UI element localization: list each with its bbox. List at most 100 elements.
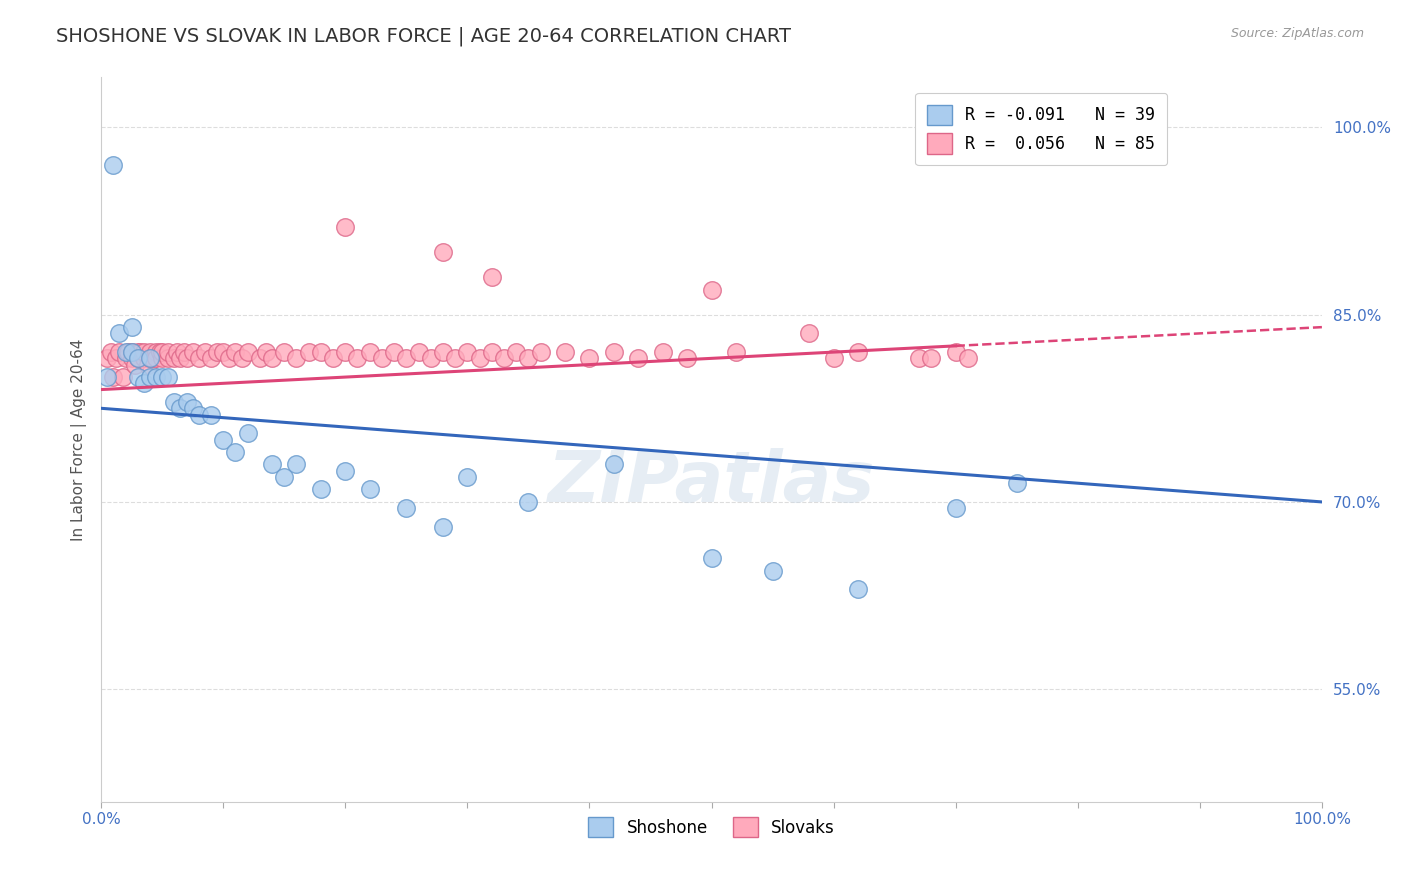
Point: [273, 345, 295, 359]
Point: [96, 370, 118, 384]
Point: [176, 351, 198, 366]
Point: [157, 345, 180, 359]
Point: [554, 345, 576, 359]
Point: [157, 370, 180, 384]
Point: [127, 370, 149, 384]
Point: [285, 351, 308, 366]
Text: SHOSHONE VS SLOVAK IN LABOR FORCE | AGE 20-64 CORRELATION CHART: SHOSHONE VS SLOVAK IN LABOR FORCE | AGE …: [56, 27, 792, 46]
Point: [359, 483, 381, 497]
Point: [108, 326, 131, 341]
Point: [150, 345, 173, 359]
Point: [627, 351, 650, 366]
Point: [205, 345, 228, 359]
Point: [956, 351, 979, 366]
Point: [700, 551, 723, 566]
Point: [335, 464, 357, 478]
Point: [285, 458, 308, 472]
Point: [212, 433, 235, 447]
Point: [121, 351, 143, 366]
Point: [104, 351, 127, 366]
Point: [1005, 476, 1028, 491]
Point: [141, 351, 163, 366]
Point: [700, 283, 723, 297]
Point: [298, 345, 321, 359]
Point: [945, 501, 967, 516]
Point: [419, 351, 441, 366]
Point: [231, 351, 253, 366]
Point: [846, 345, 869, 359]
Point: [132, 376, 155, 391]
Point: [799, 326, 821, 341]
Point: [249, 351, 271, 366]
Point: [651, 345, 673, 359]
Point: [335, 220, 357, 235]
Point: [468, 351, 491, 366]
Point: [456, 470, 478, 484]
Point: [395, 501, 418, 516]
Point: [676, 351, 699, 366]
Point: [166, 345, 188, 359]
Point: [145, 345, 167, 359]
Point: [432, 245, 454, 260]
Point: [846, 582, 869, 597]
Point: [945, 345, 967, 359]
Point: [114, 351, 136, 366]
Point: [176, 395, 198, 409]
Point: [132, 345, 155, 359]
Point: [432, 520, 454, 534]
Point: [117, 345, 139, 359]
Point: [181, 345, 204, 359]
Point: [139, 345, 162, 359]
Point: [212, 345, 235, 359]
Point: [724, 345, 747, 359]
Point: [224, 345, 246, 359]
Point: [603, 345, 626, 359]
Point: [823, 351, 845, 366]
Point: [150, 351, 173, 366]
Point: [163, 395, 186, 409]
Point: [254, 345, 277, 359]
Point: [529, 345, 551, 359]
Point: [121, 320, 143, 334]
Point: [920, 351, 942, 366]
Point: [481, 270, 503, 285]
Point: [127, 345, 149, 359]
Point: [145, 370, 167, 384]
Point: [309, 483, 332, 497]
Point: [603, 458, 626, 472]
Point: [322, 351, 344, 366]
Point: [260, 458, 283, 472]
Point: [132, 351, 155, 366]
Point: [163, 351, 186, 366]
Point: [395, 351, 418, 366]
Point: [103, 370, 125, 384]
Point: [481, 345, 503, 359]
Point: [108, 345, 131, 359]
Point: [181, 401, 204, 416]
Point: [200, 351, 222, 366]
Point: [505, 345, 527, 359]
Point: [187, 408, 209, 422]
Point: [273, 470, 295, 484]
Point: [517, 495, 540, 509]
Point: [100, 345, 122, 359]
Point: [129, 345, 152, 359]
Point: [335, 345, 357, 359]
Point: [194, 345, 217, 359]
Point: [157, 351, 180, 366]
Text: Source: ZipAtlas.com: Source: ZipAtlas.com: [1230, 27, 1364, 40]
Point: [114, 345, 136, 359]
Point: [492, 351, 515, 366]
Text: ZIPatlas: ZIPatlas: [548, 449, 875, 517]
Point: [136, 358, 159, 372]
Point: [127, 351, 149, 366]
Point: [124, 358, 146, 372]
Point: [139, 351, 162, 366]
Point: [359, 345, 381, 359]
Point: [456, 345, 478, 359]
Legend: Shoshone, Slovaks: Shoshone, Slovaks: [582, 810, 842, 844]
Point: [432, 345, 454, 359]
Point: [139, 351, 162, 366]
Point: [149, 345, 172, 359]
Point: [187, 351, 209, 366]
